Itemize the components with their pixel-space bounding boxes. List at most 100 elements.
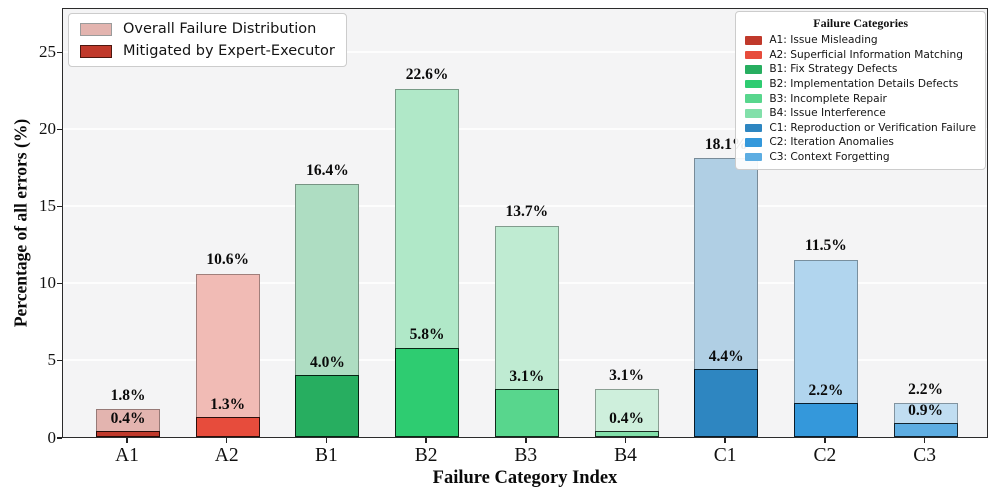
category-legend-label-6: C1: Reproduction or Verification Failure <box>769 121 976 134</box>
category-legend-entry-3: B2: Implementation Details Defects <box>745 77 976 92</box>
category-legend-swatch-8 <box>745 152 763 162</box>
gridline-15 <box>63 205 987 207</box>
x-tick-label-C2: C2 <box>813 445 837 466</box>
category-legend-swatch-7 <box>745 138 763 147</box>
y-tick-label-20: 20 <box>39 119 56 139</box>
bar-mitigated-B1 <box>295 375 360 437</box>
y-tick-mark-5 <box>57 359 62 362</box>
series-legend-entry-0: Overall Failure Distribution <box>80 21 335 37</box>
bar-mitigated-C1 <box>694 369 759 437</box>
category-legend-entry-4: B3: Incomplete Repair <box>745 91 976 106</box>
x-axis-title: Failure Category Index <box>432 468 618 488</box>
category-legend-swatch-5 <box>745 109 763 118</box>
category-legend-entry-7: C2: Iteration Anomalies <box>745 135 976 150</box>
series-legend-swatch-0 <box>80 22 112 36</box>
category-legend-label-2: B1: Fix Strategy Defects <box>769 63 898 76</box>
category-legend-label-5: B4: Issue Interference <box>769 107 886 120</box>
x-tick-mark-A1 <box>126 438 128 443</box>
value-label-overall-C3: 2.2% <box>908 380 944 398</box>
category-legend-label-7: C2: Iteration Anomalies <box>769 136 894 149</box>
bar-mitigated-B4 <box>594 430 659 437</box>
y-tick-mark-10 <box>57 282 62 285</box>
y-tick-mark-20 <box>57 128 62 131</box>
category-legend-label-4: B3: Incomplete Repair <box>769 92 887 105</box>
category-legend-title: Failure Categories <box>813 16 909 30</box>
y-tick-label-5: 5 <box>47 350 57 370</box>
category-legend-entry-1: A2: Superficial Information Matching <box>745 48 976 63</box>
value-label-overall-A1: 1.8% <box>110 386 146 404</box>
value-label-overall-C2: 11.5% <box>805 237 847 255</box>
x-tick-mark-C3 <box>923 438 926 443</box>
value-label-mitigated-A2: 1.3% <box>210 395 246 413</box>
series-legend-label-1: Mitigated by Expert-Executor <box>123 43 335 59</box>
x-tick-label-C1: C1 <box>713 445 737 466</box>
category-legend-label-1: A2: Superficial Information Matching <box>769 48 963 61</box>
y-tick-mark-15 <box>57 205 62 208</box>
series-legend-swatch-1 <box>80 44 112 58</box>
x-tick-label-C3: C3 <box>913 445 936 466</box>
category-legend-label-8: C3: Context Forgetting <box>769 151 890 164</box>
value-label-mitigated-C2: 2.2% <box>808 381 844 399</box>
category-legend-swatch-3 <box>745 79 763 89</box>
value-label-mitigated-B4: 0.4% <box>609 409 644 427</box>
value-label-overall-B1: 16.4% <box>306 161 349 179</box>
value-label-mitigated-A1: 0.4% <box>110 409 146 427</box>
gridline-20 <box>63 128 987 130</box>
x-tick-mark-B2 <box>425 438 427 443</box>
x-tick-label-A2: A2 <box>214 445 239 466</box>
gridline-25 <box>63 50 987 53</box>
value-label-mitigated-B2: 5.8% <box>409 326 445 344</box>
bar-mitigated-B2 <box>395 347 460 437</box>
category-legend: Failure Categories A1: Issue Misleading A… <box>735 11 986 171</box>
x-tick-mark-C2 <box>824 438 826 443</box>
value-label-mitigated-B1: 4.0% <box>309 354 345 372</box>
bar-mitigated-A2 <box>195 416 260 437</box>
y-tick-label-0: 0 <box>47 427 57 447</box>
x-tick-mark-C1 <box>724 438 726 443</box>
category-legend-swatch-0 <box>745 36 763 45</box>
y-tick-label-25: 25 <box>39 42 56 61</box>
bar-overall-A2 <box>195 273 260 437</box>
x-tick-label-B2: B2 <box>414 445 438 466</box>
y-axis-title: Percentage of all errors (%) <box>10 118 31 328</box>
value-label-overall-B4: 3.1% <box>609 366 644 384</box>
value-label-overall-B2: 22.6% <box>405 66 449 84</box>
category-legend-swatch-1 <box>745 50 763 60</box>
series-legend-label-0: Overall Failure Distribution <box>123 21 317 37</box>
x-tick-label-B3: B3 <box>514 445 538 466</box>
value-label-overall-A2: 10.6% <box>206 251 249 269</box>
x-tick-mark-B3 <box>525 438 527 443</box>
x-tick-label-B4: B4 <box>614 445 637 466</box>
category-legend-swatch-2 <box>745 65 763 74</box>
category-legend-entry-5: B4: Issue Interference <box>745 106 976 121</box>
category-legend-entry-6: C1: Reproduction or Verification Failure <box>745 121 976 136</box>
x-tick-label-A1: A1 <box>115 445 139 466</box>
category-legend-entry-2: B1: Fix Strategy Defects <box>745 62 976 77</box>
category-legend-swatch-4 <box>745 94 763 103</box>
y-tick-mark-0 <box>57 437 62 439</box>
category-legend-label-0: A1: Issue Misleading <box>769 34 878 47</box>
bar-overall-B4 <box>594 389 659 437</box>
category-legend-entry-0: A1: Issue Misleading <box>745 33 976 48</box>
y-tick-label-15: 15 <box>39 196 56 216</box>
x-tick-mark-B1 <box>325 438 328 443</box>
category-legend-label-3: B2: Implementation Details Defects <box>769 78 959 91</box>
bar-mitigated-C3 <box>893 423 958 437</box>
category-legend-entry-8: C3: Context Forgetting <box>745 150 976 165</box>
category-legend-swatch-6 <box>745 123 763 133</box>
x-tick-mark-B4 <box>624 438 627 443</box>
value-label-mitigated-C1: 4.4% <box>708 347 744 365</box>
y-tick-label-10: 10 <box>39 273 56 293</box>
series-legend-entry-1: Mitigated by Expert-Executor <box>80 43 335 59</box>
x-tick-mark-A2 <box>225 438 228 443</box>
x-tick-label-B1: B1 <box>315 445 338 466</box>
value-label-mitigated-C3: 0.9% <box>908 401 944 419</box>
y-tick-mark-25 <box>57 51 62 54</box>
bar-mitigated-C2 <box>793 403 858 437</box>
bar-mitigated-A1 <box>96 430 160 437</box>
bar-mitigated-B3 <box>494 389 559 437</box>
value-label-mitigated-B3: 3.1% <box>509 367 545 385</box>
value-label-overall-B3: 13.7% <box>505 203 549 221</box>
series-legend: Overall Failure Distribution Mitigated by… <box>68 13 347 67</box>
